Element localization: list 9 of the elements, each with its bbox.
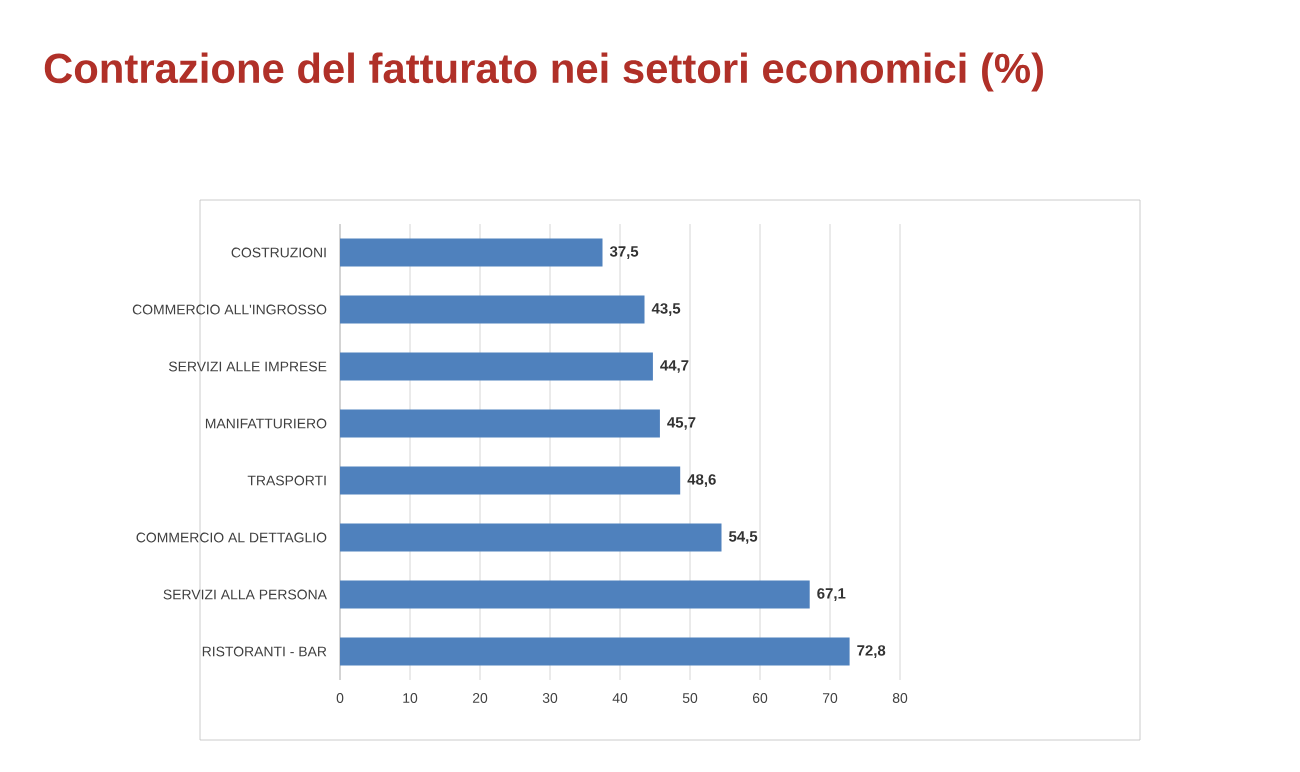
bar [340, 523, 722, 552]
bar [340, 352, 653, 381]
bar [340, 409, 660, 438]
chart-title: Contrazione del fatturato nei settori economici (%) [44, 52, 1043, 92]
bar [340, 238, 603, 267]
bar [340, 580, 810, 609]
bar [340, 637, 850, 666]
bar [340, 295, 645, 324]
bar [340, 466, 681, 495]
